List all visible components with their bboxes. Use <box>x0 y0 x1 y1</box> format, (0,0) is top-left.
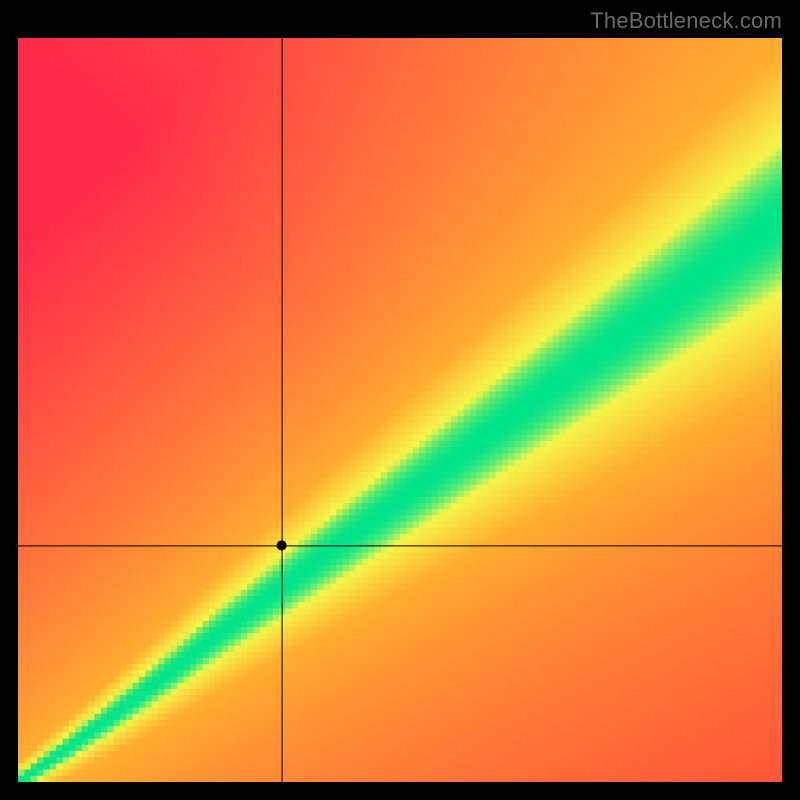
watermark-text: TheBottleneck.com <box>590 8 782 34</box>
bottleneck-heatmap <box>18 38 782 782</box>
